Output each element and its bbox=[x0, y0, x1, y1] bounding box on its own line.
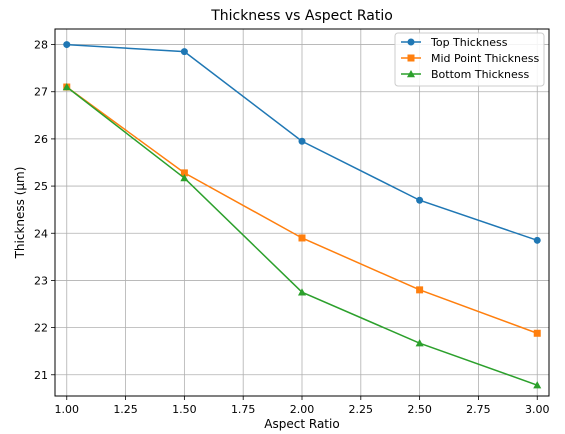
x-tick-label: 2.75 bbox=[466, 403, 491, 416]
legend-marker-top-thickness bbox=[407, 38, 415, 46]
legend-marker-mid-point-thickness bbox=[407, 54, 415, 62]
y-axis-label: Thickness (µm) bbox=[13, 167, 27, 260]
x-tick-label: 2.50 bbox=[407, 403, 432, 416]
chart-title: Thickness vs Aspect Ratio bbox=[210, 8, 393, 24]
data-point-top-thickness bbox=[180, 48, 188, 56]
y-tick-label: 21 bbox=[34, 369, 48, 382]
y-tick-label: 28 bbox=[34, 39, 48, 52]
data-point-top-thickness bbox=[63, 41, 71, 49]
y-tick-label: 25 bbox=[34, 180, 48, 193]
y-tick-label: 24 bbox=[34, 227, 48, 240]
legend-label-top-thickness: Top Thickness bbox=[430, 36, 508, 49]
series bbox=[62, 41, 542, 389]
y-tick-label: 22 bbox=[34, 322, 48, 335]
x-tick-label: 1.75 bbox=[231, 403, 256, 416]
legend-label-bottom-thickness: Bottom Thickness bbox=[431, 68, 529, 81]
data-point-bottom-thickness bbox=[533, 381, 542, 389]
legend-box bbox=[394, 32, 545, 87]
data-point-mid-point-thickness bbox=[298, 234, 306, 242]
y-tick-label: 27 bbox=[34, 86, 48, 99]
data-point-mid-point-thickness bbox=[416, 286, 424, 294]
x-tick-label: 1.00 bbox=[55, 403, 80, 416]
data-point-bottom-thickness bbox=[415, 339, 424, 347]
data-point-mid-point-thickness bbox=[533, 329, 541, 337]
series-bottom-thickness bbox=[62, 82, 542, 389]
data-point-top-thickness bbox=[533, 236, 541, 244]
x-tick-label: 1.50 bbox=[172, 403, 197, 416]
x-tick-label: 2.25 bbox=[349, 403, 374, 416]
data-point-bottom-thickness bbox=[297, 288, 307, 296]
data-point-top-thickness bbox=[416, 196, 424, 204]
x-tick-label: 1.25 bbox=[113, 403, 138, 416]
x-axis-label: Aspect Ratio bbox=[264, 417, 339, 431]
data-point-bottom-thickness bbox=[62, 82, 71, 91]
x-tick-label: 2.00 bbox=[290, 403, 315, 416]
data-point-top-thickness bbox=[298, 137, 306, 145]
y-tick-label: 23 bbox=[34, 274, 48, 287]
x-tick-label: 3.00 bbox=[525, 403, 550, 416]
legend-marker-bottom-thickness bbox=[406, 69, 416, 78]
legend: Top Thickness Mid Point Thickness Bottom T… bbox=[394, 32, 545, 87]
axis-ticks: 1.00 1.25 1.50 1.75 2.00 2.25 2.50 2.75 3.00 21 22… bbox=[34, 39, 549, 416]
legend-label-mid-point-thickness: Mid Point Thickness bbox=[431, 52, 539, 65]
data-point-mid-point-thickness bbox=[180, 169, 188, 177]
series-top-thickness bbox=[63, 41, 541, 244]
y-tick-label: 26 bbox=[34, 133, 48, 146]
data-point-bottom-thickness bbox=[180, 174, 189, 182]
